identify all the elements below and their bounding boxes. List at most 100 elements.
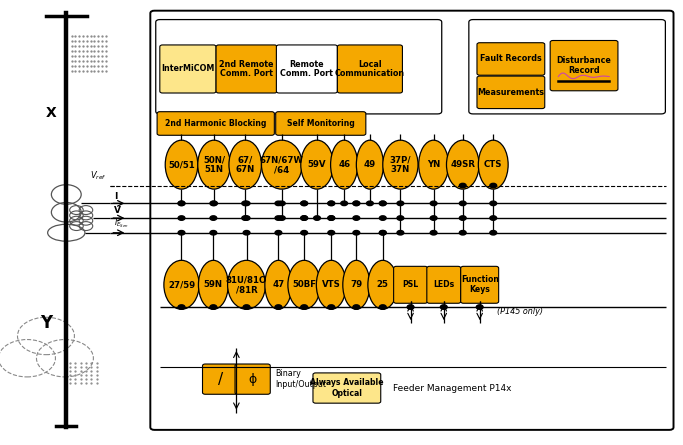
Ellipse shape — [165, 140, 198, 189]
Circle shape — [379, 201, 386, 206]
Text: VTS: VTS — [322, 280, 341, 289]
Circle shape — [460, 216, 466, 220]
Ellipse shape — [288, 260, 320, 309]
Ellipse shape — [343, 260, 370, 309]
Circle shape — [328, 216, 335, 220]
Text: Fault Records: Fault Records — [480, 54, 542, 64]
Circle shape — [397, 231, 404, 235]
Circle shape — [178, 201, 185, 206]
Circle shape — [243, 231, 250, 235]
Circle shape — [210, 216, 217, 220]
Circle shape — [379, 201, 386, 206]
Circle shape — [243, 216, 250, 220]
Circle shape — [301, 305, 307, 309]
Circle shape — [279, 201, 285, 206]
FancyBboxPatch shape — [202, 364, 238, 394]
Circle shape — [178, 231, 185, 235]
Circle shape — [490, 183, 497, 188]
Text: 25: 25 — [377, 280, 389, 289]
Text: 47: 47 — [273, 280, 285, 289]
Circle shape — [279, 216, 285, 220]
Circle shape — [353, 201, 360, 206]
Text: (P145 only): (P145 only) — [497, 307, 544, 316]
FancyBboxPatch shape — [150, 11, 673, 430]
Circle shape — [430, 231, 437, 235]
Circle shape — [328, 201, 335, 206]
Circle shape — [460, 231, 466, 235]
Circle shape — [275, 305, 282, 309]
Text: Always Available
Optical: Always Available Optical — [310, 378, 384, 398]
FancyBboxPatch shape — [477, 76, 545, 109]
FancyBboxPatch shape — [235, 364, 270, 394]
Text: 50BF: 50BF — [292, 280, 316, 289]
Text: /: / — [218, 372, 223, 387]
Circle shape — [178, 216, 185, 220]
Circle shape — [441, 305, 447, 309]
Text: 46: 46 — [338, 160, 350, 169]
Text: Function
Keys: Function Keys — [461, 275, 499, 294]
Circle shape — [210, 231, 217, 235]
Circle shape — [490, 231, 497, 235]
Ellipse shape — [301, 140, 333, 189]
Text: InterMiCOM: InterMiCOM — [161, 65, 214, 73]
Circle shape — [301, 231, 307, 235]
Text: 59N: 59N — [204, 280, 223, 289]
Text: X: X — [46, 106, 57, 121]
Text: 27/59: 27/59 — [168, 280, 195, 289]
Ellipse shape — [164, 260, 199, 309]
Circle shape — [341, 201, 348, 206]
FancyBboxPatch shape — [156, 20, 442, 114]
Circle shape — [242, 201, 249, 206]
Circle shape — [460, 201, 466, 206]
Circle shape — [178, 201, 185, 206]
Circle shape — [328, 216, 335, 220]
Circle shape — [210, 305, 217, 309]
Ellipse shape — [382, 140, 418, 189]
Circle shape — [243, 305, 250, 309]
Ellipse shape — [262, 140, 302, 189]
Text: V: V — [114, 206, 121, 215]
Text: 79: 79 — [350, 280, 363, 289]
Circle shape — [301, 216, 307, 220]
Text: Feeder Management P14x: Feeder Management P14x — [393, 384, 512, 392]
Circle shape — [379, 231, 386, 235]
FancyBboxPatch shape — [216, 45, 277, 93]
Text: 81U/81O
/81R: 81U/81O /81R — [226, 275, 267, 294]
Circle shape — [210, 201, 217, 206]
Text: Disturbance
Record: Disturbance Record — [557, 56, 611, 75]
Text: I: I — [114, 192, 117, 201]
Circle shape — [476, 305, 483, 309]
Circle shape — [490, 216, 497, 220]
Ellipse shape — [331, 140, 358, 189]
Text: Binary
Input/Output: Binary Input/Output — [276, 369, 326, 389]
Circle shape — [460, 183, 466, 188]
Ellipse shape — [227, 260, 266, 309]
FancyBboxPatch shape — [469, 20, 665, 114]
Circle shape — [313, 216, 320, 220]
Circle shape — [275, 231, 282, 235]
FancyBboxPatch shape — [477, 43, 545, 75]
Text: 67/
67N: 67/ 67N — [236, 155, 255, 174]
FancyBboxPatch shape — [427, 266, 461, 303]
Text: $I_{E_{Sen}}$: $I_{E_{Sen}}$ — [114, 217, 128, 230]
Text: 2nd Remote
Comm. Port: 2nd Remote Comm. Port — [219, 60, 274, 78]
Text: PSL: PSL — [402, 280, 419, 289]
Circle shape — [430, 201, 437, 206]
Ellipse shape — [199, 260, 228, 309]
Circle shape — [301, 216, 307, 220]
Text: 49: 49 — [364, 160, 376, 169]
Circle shape — [353, 305, 360, 309]
Text: Self Monitoring: Self Monitoring — [287, 119, 354, 128]
Circle shape — [275, 216, 282, 220]
Circle shape — [353, 201, 360, 206]
Ellipse shape — [368, 260, 398, 309]
Text: 59V: 59V — [308, 160, 326, 169]
Circle shape — [275, 201, 282, 206]
Circle shape — [328, 201, 335, 206]
Circle shape — [353, 231, 360, 235]
Text: CTS: CTS — [484, 160, 503, 169]
Ellipse shape — [447, 140, 479, 189]
Circle shape — [328, 231, 335, 235]
Text: 49SR: 49SR — [450, 160, 475, 169]
Text: 67N/67W
/64: 67N/67W /64 — [260, 155, 304, 174]
